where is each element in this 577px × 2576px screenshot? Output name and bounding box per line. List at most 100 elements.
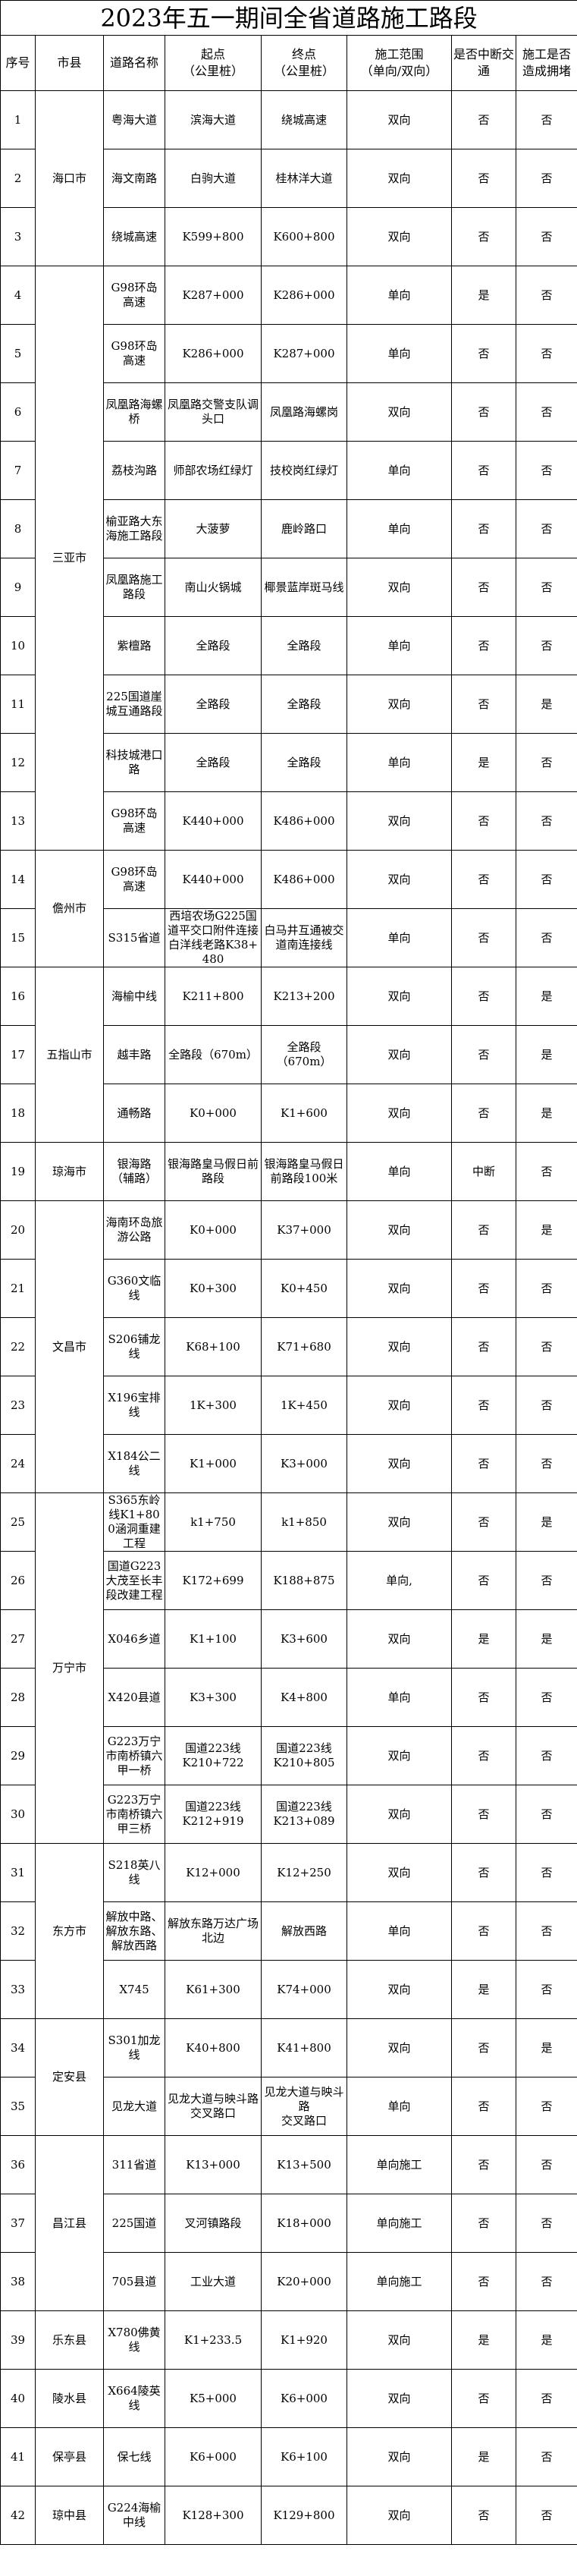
city-cell: 海口市 (35, 90, 104, 266)
header-end: 终点 （公里桩） (261, 35, 347, 91)
index-cell: 29 (0, 1726, 36, 1785)
scope-cell: 单向 (347, 1901, 452, 1961)
header-scope: 施工范围 （单向/双向） (347, 35, 452, 91)
congestion-cell: 否 (515, 266, 577, 325)
interrupt-cell: 否 (451, 1376, 516, 1435)
table-row: 27 X046乡道 K1+100 K3+600 双向是是 (0, 1609, 577, 1669)
end-cell: K6+000 (261, 2369, 347, 2428)
start-cell: K68+100 (165, 1317, 262, 1376)
index-cell: 8 (0, 499, 36, 558)
congestion-cell: 否 (515, 1785, 577, 1844)
congestion-cell: 是 (515, 967, 577, 1026)
table-row: 15 S315省道 西培农场G225国道平交口附件连接白洋线老路K38+480 白马井… (0, 908, 577, 967)
scope-cell: 双向 (347, 1200, 452, 1260)
index-cell: 10 (0, 616, 36, 675)
road-name-cell: X745 (103, 1960, 165, 2019)
end-cell: K74+000 (261, 1960, 347, 2019)
congestion-cell: 否 (515, 908, 577, 967)
start-cell: K0+000 (165, 1084, 262, 1143)
table-row: 13 G98环岛高速 K440+000 K486+000 双向否否 (0, 791, 577, 851)
congestion-cell: 否 (515, 90, 577, 149)
scope-cell: 单向施工 (347, 2135, 452, 2194)
start-cell: 师部农场红绿灯 (165, 441, 262, 500)
congestion-cell: 否 (515, 1434, 577, 1493)
end-cell: K13+500 (261, 2135, 347, 2194)
start-cell: K5+000 (165, 2369, 262, 2428)
header-interrupt: 是否中断交通 (451, 35, 516, 91)
end-cell: K1+920 (261, 2310, 347, 2370)
road-name-cell: G98环岛高速 (103, 850, 165, 909)
interrupt-cell: 否 (451, 2018, 516, 2077)
page-title: 2023年五一期间全省道路施工路段 (0, 0, 577, 36)
scope-cell: 双向 (347, 1434, 452, 1493)
city-cell: 定安县 (35, 2018, 104, 2136)
road-name-cell: X664陵英线 (103, 2369, 165, 2428)
congestion-cell: 否 (515, 1668, 577, 1727)
road-name-cell: 海文南路 (103, 149, 165, 208)
table-row: 3 绕城高速 K599+800 K600+800 双向否否 (0, 207, 577, 266)
index-cell: 21 (0, 1259, 36, 1318)
table-row: 1 海口市 粤海大道 滨海大道 绕城高速 双向否否 (0, 90, 577, 266)
table-row: 10 紫檀路 全路段 全路段 单向否否 (0, 616, 577, 675)
scope-cell: 单向 (347, 441, 452, 500)
interrupt-cell: 否 (451, 2194, 516, 2253)
road-name-cell: 越丰路 (103, 1025, 165, 1084)
scope-cell: 双向 (347, 1376, 452, 1435)
road-name-cell: 225国道崖城互通路段 (103, 675, 165, 734)
congestion-cell: 否 (515, 1259, 577, 1318)
table-row: 38 705县道 工业大道 K20+000 单向施工否否 (0, 2252, 577, 2311)
scope-cell: 双向 (347, 382, 452, 442)
start-cell: K599+800 (165, 207, 262, 266)
end-cell: K71+680 (261, 1317, 347, 1376)
index-cell: 32 (0, 1901, 36, 1961)
interrupt-cell: 是 (451, 1960, 516, 2019)
congestion-cell: 是 (515, 1084, 577, 1143)
end-cell: 全路段 （670m） (261, 1025, 347, 1084)
end-cell: K18+000 (261, 2194, 347, 2253)
end-cell: K3+600 (261, 1609, 347, 1669)
congestion-cell: 否 (515, 2427, 577, 2486)
start-cell: K1+233.5 (165, 2310, 262, 2370)
congestion-cell: 否 (515, 850, 577, 909)
header-start: 起点 （公里桩） (165, 35, 262, 91)
index-cell: 25 (0, 1492, 36, 1552)
congestion-cell: 否 (515, 733, 577, 792)
road-name-cell: 榆亚路大东海施工路段 (103, 499, 165, 558)
scope-cell: 单向 (347, 499, 452, 558)
scope-cell: 单向 (347, 908, 452, 967)
interrupt-cell: 否 (451, 791, 516, 851)
table-row: 6 凤凰路海螺桥 凤凰路交警支队调头口 凤凰路海螺岗 双向否否 (0, 382, 577, 442)
end-cell: 鹿岭路口 (261, 499, 347, 558)
congestion-cell: 否 (515, 616, 577, 675)
city-cell: 昌江县 (35, 2135, 104, 2311)
start-cell: 西培农场G225国道平交口附件连接白洋线老路K38+480 (165, 908, 262, 967)
start-cell: K211+800 (165, 967, 262, 1026)
index-cell: 37 (0, 2194, 36, 2253)
start-cell: K6+000 (165, 2427, 262, 2486)
end-cell: K12+250 (261, 1843, 347, 1902)
road-name-cell: S301加龙线 (103, 2018, 165, 2077)
start-cell: K40+800 (165, 2018, 262, 2077)
index-cell: 11 (0, 675, 36, 734)
congestion-cell: 否 (515, 1960, 577, 2019)
scope-cell: 双向 (347, 1726, 452, 1785)
index-cell: 40 (0, 2369, 36, 2428)
interrupt-cell: 否 (451, 499, 516, 558)
index-cell: 30 (0, 1785, 36, 1844)
interrupt-cell: 否 (451, 1025, 516, 1084)
scope-cell: 双向 (347, 1960, 452, 2019)
interrupt-cell: 否 (451, 1200, 516, 1260)
road-name-cell: G223万宁市南桥镇六甲三桥 (103, 1785, 165, 1844)
table-row: 16 五指山市 海榆中线 K211+800 K213+200 双向否是 (0, 967, 577, 1143)
road-name-cell: S365东岭线K1+800涵洞重建工程 (103, 1492, 165, 1552)
start-cell: 1K+300 (165, 1376, 262, 1435)
congestion-cell: 否 (515, 2135, 577, 2194)
road-name-cell: G98环岛高速 (103, 791, 165, 851)
city-cell: 文昌市 (35, 1200, 104, 1493)
interrupt-cell: 否 (451, 441, 516, 500)
table-row: 8 榆亚路大东海施工路段 大菠萝 鹿岭路口 单向否否 (0, 499, 577, 558)
road-name-cell: 保七线 (103, 2427, 165, 2486)
city-cell: 保亭县 (35, 2427, 104, 2486)
index-cell: 2 (0, 149, 36, 208)
congestion-cell: 否 (515, 2486, 577, 2545)
